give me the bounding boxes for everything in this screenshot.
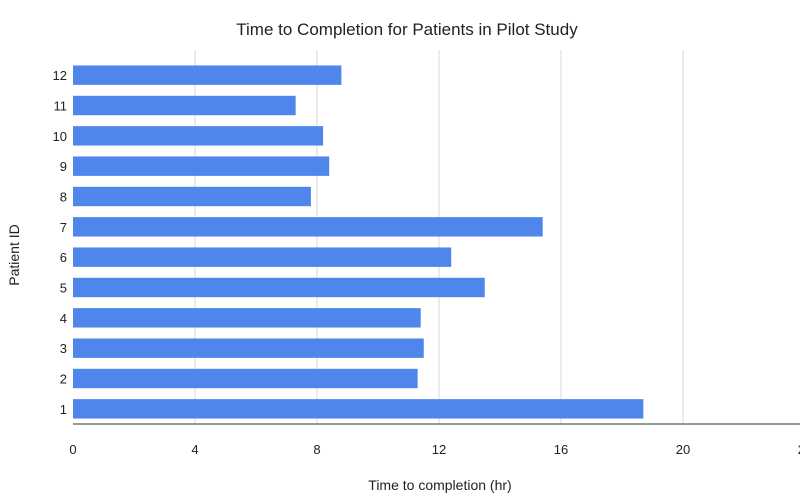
x-tick-label: 24	[798, 442, 800, 457]
x-tick-label: 16	[554, 442, 568, 457]
bar-patient-7	[73, 217, 543, 237]
bar-patient-10	[73, 126, 324, 146]
x-tick-labels: 0 4 8 12 16 20 24	[69, 442, 800, 457]
bar-patient-9	[73, 156, 330, 176]
y-tick-label: 4	[60, 311, 67, 326]
y-tick-label: 12	[53, 68, 67, 83]
y-tick-label: 2	[60, 372, 67, 387]
bar-patient-1	[73, 399, 644, 419]
y-tick-label: 10	[53, 129, 67, 144]
chart-title: Time to Completion for Patients in Pilot…	[236, 20, 578, 39]
x-tick-label: 4	[191, 442, 198, 457]
bar-patient-8	[73, 186, 311, 207]
y-tick-label: 5	[60, 281, 67, 296]
x-tick-label: 12	[432, 442, 446, 457]
bar-patient-4	[73, 308, 421, 328]
bar-patient-6	[73, 247, 452, 267]
y-axis-label: Patient ID	[6, 224, 22, 285]
bar-patient-3	[73, 338, 424, 358]
y-tick-label: 1	[60, 402, 67, 417]
bars	[73, 65, 644, 419]
x-axis-label: Time to completion (hr)	[368, 477, 511, 493]
y-tick-label: 3	[60, 341, 67, 356]
y-tick-label: 9	[60, 159, 67, 174]
y-tick-label: 7	[60, 220, 67, 235]
y-tick-label: 6	[60, 250, 67, 265]
bar-patient-5	[73, 277, 485, 298]
x-tick-label: 20	[676, 442, 690, 457]
bar-patient-12	[73, 65, 342, 85]
y-tick-label: 11	[54, 99, 68, 114]
bar-patient-11	[73, 95, 296, 116]
gridlines	[194, 50, 684, 424]
x-tick-label: 8	[313, 442, 320, 457]
x-tick-label: 0	[69, 442, 76, 457]
bar-patient-2	[73, 368, 418, 389]
y-tick-label: 8	[60, 190, 67, 205]
